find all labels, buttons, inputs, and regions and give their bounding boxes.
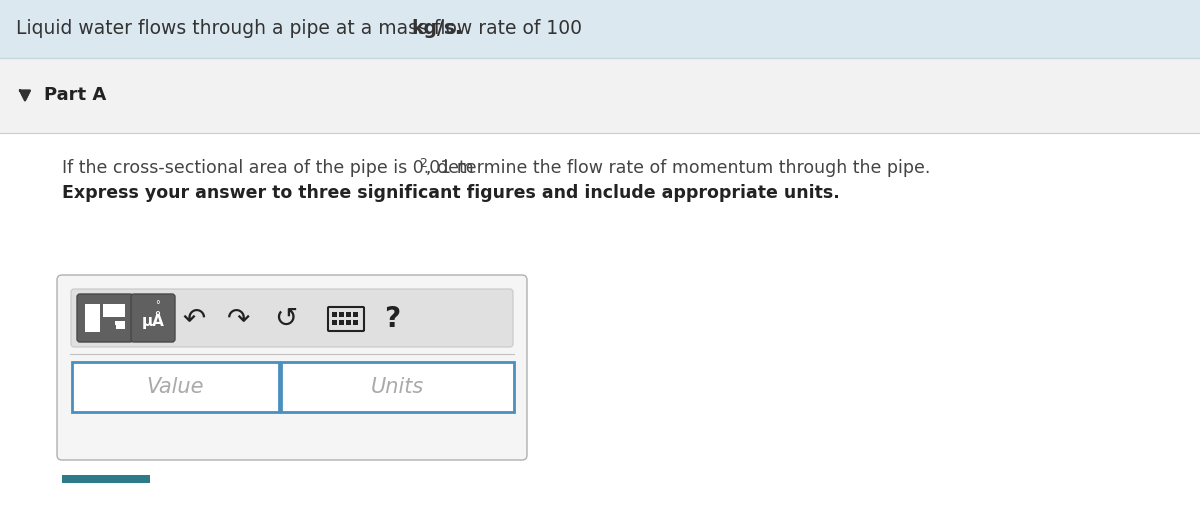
FancyBboxPatch shape [131, 294, 175, 342]
Text: ↺: ↺ [275, 305, 298, 333]
Bar [0, 0, 1200, 58]
Bar [340, 320, 344, 325]
Text: Value: Value [146, 377, 204, 397]
Text: , determine the flow rate of momentum through the pipe.: , determine the flow rate of momentum th… [426, 159, 930, 177]
Bar [110, 325, 116, 331]
Bar [332, 312, 337, 317]
FancyBboxPatch shape [71, 289, 514, 347]
Text: If the cross-sectional area of the pipe is 0.01 m: If the cross-sectional area of the pipe … [62, 159, 474, 177]
Polygon shape [20, 91, 30, 100]
Bar [0, 58, 1200, 133]
Text: °: ° [156, 300, 161, 310]
Text: Express your answer to three significant figures and include appropriate units.: Express your answer to three significant… [62, 184, 840, 202]
Bar [353, 320, 358, 325]
Text: ↷: ↷ [227, 305, 251, 333]
Text: ?: ? [384, 305, 400, 333]
Text: Units: Units [371, 377, 424, 397]
Bar [346, 320, 352, 325]
Bar [346, 312, 352, 317]
Bar [332, 320, 337, 325]
Text: μÅ: μÅ [142, 311, 164, 329]
Bar [115, 321, 125, 329]
Text: kg/s.: kg/s. [410, 20, 462, 38]
Bar [340, 312, 344, 317]
FancyBboxPatch shape [77, 294, 133, 342]
FancyBboxPatch shape [72, 362, 278, 412]
FancyBboxPatch shape [58, 275, 527, 460]
Text: Part A: Part A [44, 87, 107, 105]
Text: 2: 2 [419, 157, 427, 170]
FancyBboxPatch shape [281, 362, 514, 412]
Bar [0, 133, 1200, 518]
Text: Liquid water flows through a pipe at a mass flow rate of 100: Liquid water flows through a pipe at a m… [16, 20, 588, 38]
Text: ↶: ↶ [182, 305, 205, 333]
Bar [62, 475, 150, 483]
Bar [85, 304, 100, 332]
Bar [103, 304, 125, 317]
Bar [353, 312, 358, 317]
